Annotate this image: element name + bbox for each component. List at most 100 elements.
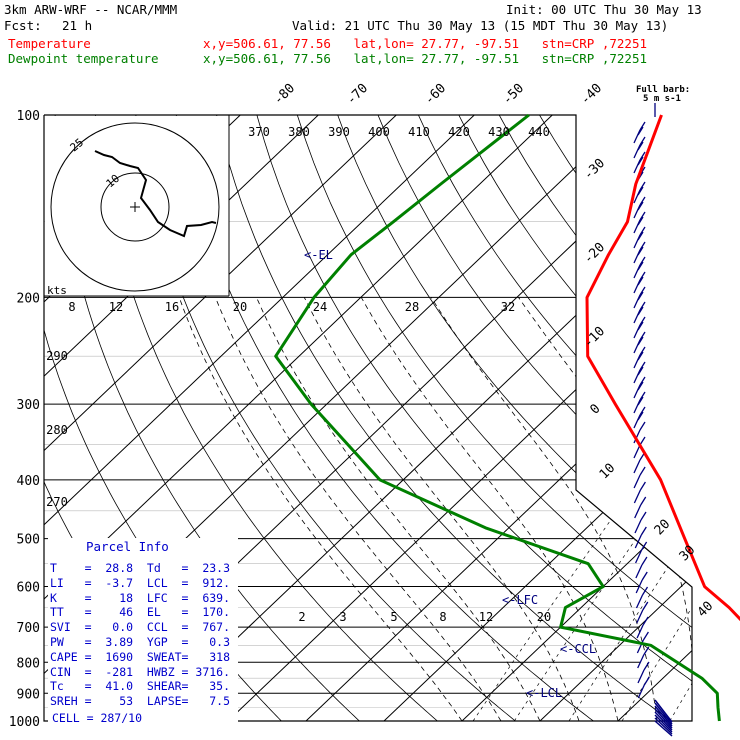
wind-legend-value: 5 m s-1 bbox=[643, 94, 681, 104]
wind-barb bbox=[639, 406, 646, 416]
wind-barb bbox=[633, 159, 641, 174]
mixing-ratio-label: 20 bbox=[233, 300, 247, 314]
wind-barb bbox=[633, 324, 641, 339]
pressure-label: 400 bbox=[17, 474, 40, 489]
parcel-row: K = 18 LFC = 639. bbox=[50, 590, 231, 605]
wind-barb bbox=[633, 234, 641, 249]
parcel-row: TT = 46 EL = 170. bbox=[50, 605, 231, 620]
wind-barb bbox=[654, 708, 673, 729]
level-annotation: <-LFC bbox=[502, 593, 538, 607]
wind-barb bbox=[633, 384, 641, 399]
wind-barb bbox=[639, 331, 646, 341]
wind-barb bbox=[642, 631, 649, 641]
parcel-row: Tc = 41.0 SHEAR= 35. bbox=[50, 679, 231, 694]
wind-barb bbox=[635, 579, 643, 594]
moist-adiabat bbox=[626, 297, 692, 721]
wind-barb bbox=[639, 391, 646, 401]
wind-barb bbox=[654, 717, 673, 735]
wind-barb bbox=[633, 429, 641, 444]
wind-barb bbox=[639, 466, 646, 476]
mixing-ratio-label: 8 bbox=[68, 300, 75, 314]
mixing-ratio-label: 12 bbox=[109, 300, 123, 314]
wind-barb bbox=[637, 261, 644, 271]
wind-barb bbox=[639, 181, 646, 191]
moist-adiabat bbox=[360, 297, 619, 721]
wind-barb bbox=[639, 196, 646, 206]
hodograph-ring-outer bbox=[50, 122, 220, 292]
theta-label: 380 bbox=[288, 125, 310, 139]
wind-barb bbox=[633, 189, 641, 204]
wind-barb bbox=[634, 504, 642, 519]
wind-barb bbox=[641, 571, 648, 581]
wind-barb bbox=[639, 256, 646, 266]
dewpoint-profile bbox=[274, 113, 721, 722]
wind-barb bbox=[633, 249, 641, 264]
isotherm-label: -50 bbox=[500, 81, 527, 108]
theta-label: 270 bbox=[46, 495, 68, 509]
theta-label: 440 bbox=[528, 125, 550, 139]
moist-adiabat bbox=[256, 297, 541, 721]
wind-barb bbox=[637, 216, 644, 226]
parcel-info-panel bbox=[48, 538, 238, 728]
wind-barb bbox=[639, 346, 646, 356]
isotherm bbox=[44, 115, 397, 721]
isotherm-label: 0 bbox=[587, 401, 603, 417]
wind-barb bbox=[633, 489, 641, 504]
dewpoint-location: x,y=506.61, 77.56 lat,lon= 27.77, -97.51… bbox=[203, 51, 648, 66]
dry-adiabat bbox=[296, 115, 692, 721]
wind-barb bbox=[641, 541, 648, 551]
pressure-label: 100 bbox=[17, 109, 40, 124]
wind-barb bbox=[633, 339, 641, 354]
isotherm-label: -70 bbox=[344, 81, 371, 108]
wind-barb bbox=[633, 264, 641, 279]
dry-adiabat bbox=[701, 115, 740, 721]
theta-label: 370 bbox=[248, 125, 270, 139]
wind-barb bbox=[639, 211, 646, 221]
wind-barb bbox=[639, 226, 646, 236]
dewpoint-legend: Dewpoint temperature bbox=[8, 51, 159, 66]
isotherm-label: -80 bbox=[271, 81, 298, 108]
wind-barb bbox=[641, 556, 648, 566]
wind-barb bbox=[633, 129, 641, 144]
wind-barb bbox=[636, 609, 644, 624]
pressure-label: 900 bbox=[17, 687, 40, 702]
isotherm-label: -10 bbox=[581, 324, 608, 351]
wind-legend-title: Full barb: bbox=[636, 85, 691, 95]
wind-barb bbox=[637, 126, 644, 136]
isotherm bbox=[227, 115, 692, 721]
wind-barb bbox=[637, 246, 644, 256]
dry-adiabat bbox=[175, 115, 594, 721]
temperature-profile bbox=[585, 114, 740, 622]
wind-barb bbox=[639, 121, 646, 131]
wind-barb bbox=[637, 306, 644, 316]
theta-label: 280 bbox=[46, 423, 68, 437]
fcst-label: Fcst: bbox=[4, 18, 42, 33]
mixing-ratio-label: 32 bbox=[501, 300, 515, 314]
parcel-row: SVI = 0.0 CCL = 767. bbox=[50, 620, 231, 635]
wind-barb bbox=[637, 411, 644, 421]
wind-barb bbox=[634, 534, 642, 549]
isotherm-label: 40 bbox=[695, 599, 717, 621]
isotherm-label: 20 bbox=[652, 517, 674, 539]
wind-barb bbox=[634, 519, 642, 534]
theta-label: 430 bbox=[488, 125, 510, 139]
wind-barb bbox=[633, 204, 641, 219]
wind-barb bbox=[637, 684, 645, 699]
moist-adiabat bbox=[518, 297, 692, 721]
hodograph-axis-label: kts bbox=[47, 284, 67, 297]
dry-adiabat bbox=[458, 115, 692, 721]
wind-barb bbox=[640, 496, 647, 506]
wind-barb bbox=[637, 231, 644, 241]
isotherm bbox=[44, 115, 553, 721]
pressure-label: 700 bbox=[17, 621, 40, 636]
wind-barb bbox=[633, 444, 641, 459]
theta-label: 390 bbox=[328, 125, 350, 139]
wind-barb bbox=[640, 511, 647, 521]
fcst-value: 21 h bbox=[62, 18, 93, 33]
wind-barb bbox=[636, 624, 644, 639]
wind-barb bbox=[637, 321, 644, 331]
mixing-ratio-label: 3 bbox=[339, 610, 346, 624]
parcel-info-title: Parcel Info bbox=[86, 539, 169, 554]
dry-adiabat bbox=[579, 115, 692, 721]
